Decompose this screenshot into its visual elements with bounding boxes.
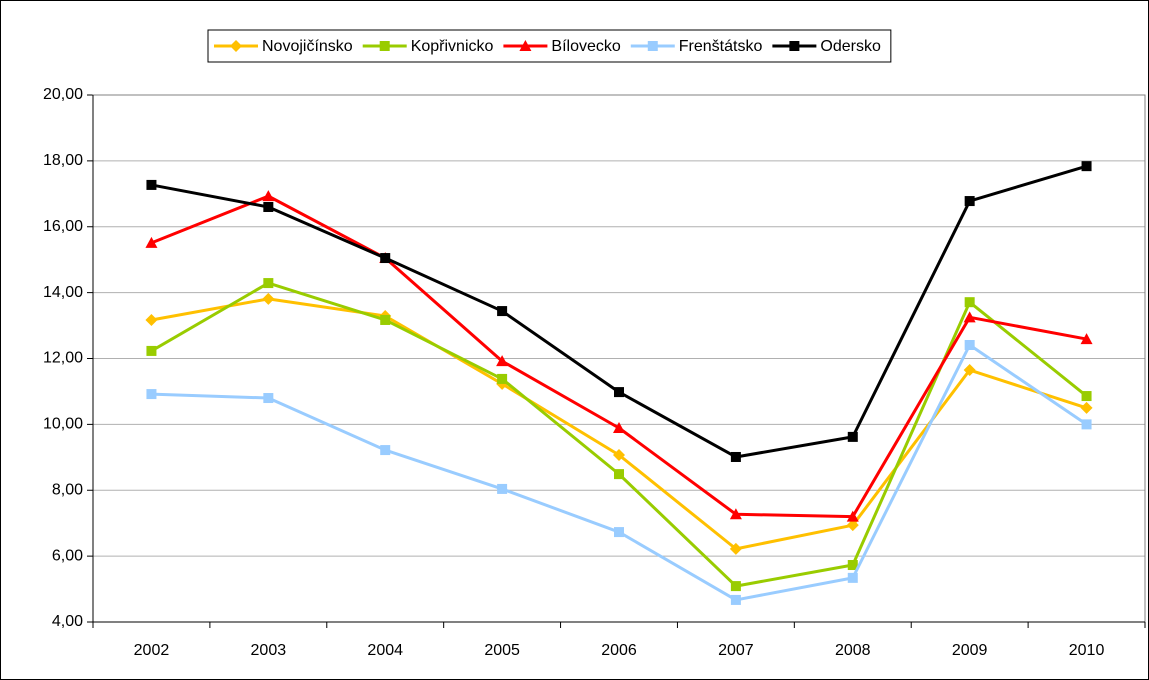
y-tick-label: 16,00	[43, 218, 83, 235]
marker	[1081, 161, 1092, 172]
marker	[1081, 419, 1092, 430]
marker	[146, 389, 157, 400]
marker	[1080, 333, 1093, 345]
marker	[614, 469, 624, 480]
y-tick-label: 14,00	[43, 284, 83, 301]
marker	[145, 236, 158, 248]
marker	[379, 41, 390, 51]
marker	[963, 311, 976, 323]
marker	[613, 449, 625, 462]
marker	[380, 253, 391, 264]
marker	[730, 451, 741, 462]
x-tick-label: 2008	[835, 642, 871, 659]
marker	[963, 364, 976, 377]
marker	[263, 201, 274, 212]
marker	[846, 510, 859, 522]
y-tick-label: 4,00	[52, 613, 83, 630]
y-tick-label: 8,00	[52, 481, 83, 498]
x-tick-label: 2002	[134, 642, 170, 659]
marker	[519, 40, 532, 51]
marker	[847, 572, 858, 583]
y-tick-label: 12,00	[43, 350, 83, 367]
marker	[263, 393, 274, 404]
x-tick-label: 2006	[601, 642, 637, 659]
x-tick-label: 2004	[367, 642, 403, 659]
marker	[146, 179, 157, 190]
marker	[497, 373, 508, 384]
marker	[730, 594, 741, 605]
marker	[964, 196, 975, 207]
marker	[497, 306, 508, 317]
marker	[647, 41, 658, 51]
marker	[146, 345, 157, 356]
legend-box	[207, 29, 892, 63]
marker	[230, 40, 242, 52]
legend-label: Novojičínsko	[262, 38, 353, 55]
x-tick-label: 2007	[718, 642, 754, 659]
y-tick-label: 20,00	[43, 86, 83, 103]
marker	[964, 339, 975, 350]
marker	[262, 190, 275, 202]
marker	[614, 387, 624, 398]
marker	[496, 355, 509, 367]
legend-label: Frenštátsko	[679, 38, 763, 55]
legend-label: Odersko	[820, 38, 881, 55]
marker	[730, 581, 741, 592]
marker	[614, 527, 624, 538]
marker	[729, 508, 742, 520]
legend-label: Bílovecko	[551, 38, 620, 55]
marker	[145, 313, 158, 326]
marker	[613, 421, 625, 433]
marker	[1080, 401, 1093, 414]
marker	[964, 297, 975, 308]
legend-label: Kopřivnicko	[411, 38, 494, 55]
marker	[497, 483, 508, 494]
x-tick-label: 2005	[484, 642, 520, 659]
x-tick-label: 2009	[952, 642, 988, 659]
x-tick-label: 2003	[251, 642, 287, 659]
marker	[380, 314, 391, 325]
marker	[847, 560, 858, 571]
legend: Novojičínsko Kopřivnicko Bílovecko Frenštát…	[207, 29, 892, 63]
marker	[380, 445, 391, 456]
y-tick-label: 10,00	[43, 416, 83, 433]
marker	[729, 542, 742, 555]
marker	[847, 431, 858, 442]
y-tick-label: 18,00	[43, 152, 83, 169]
marker	[789, 41, 800, 51]
marker	[263, 278, 274, 289]
marker	[262, 292, 275, 305]
y-tick-label: 6,00	[52, 547, 83, 564]
marker	[1081, 391, 1092, 402]
marker	[846, 519, 859, 532]
x-tick-label: 2010	[1069, 642, 1105, 659]
